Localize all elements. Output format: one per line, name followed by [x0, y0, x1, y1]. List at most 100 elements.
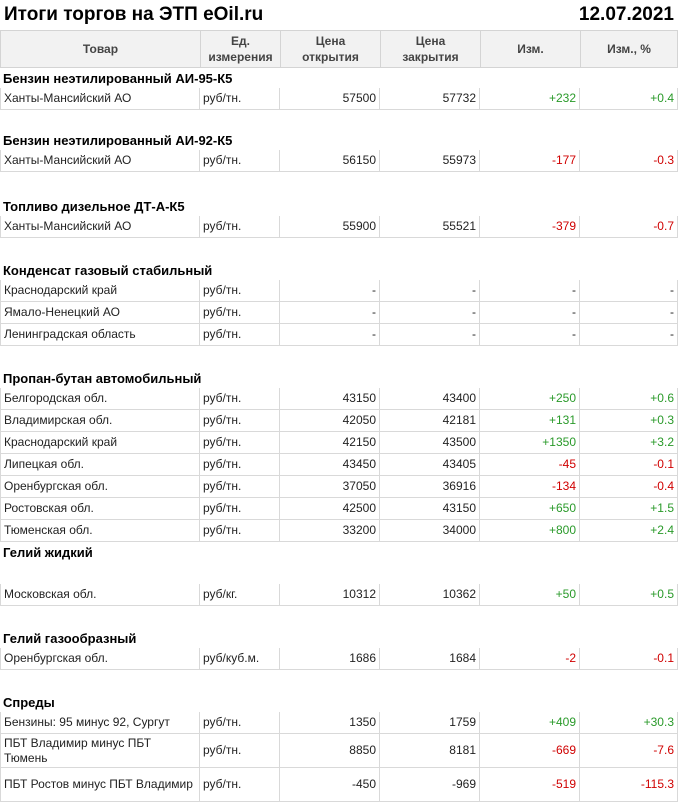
table-cell: 43500 [380, 432, 480, 454]
column-header: Ед. измерения [200, 30, 281, 68]
table-cell: 37050 [280, 476, 380, 498]
table-cell: - [380, 302, 480, 324]
column-header: Цена открытия [280, 30, 381, 68]
table-cell: руб/тн. [200, 498, 280, 520]
table-cell: руб/тн. [200, 150, 280, 172]
table-cell: 43150 [380, 498, 480, 520]
table-cell: 56150 [280, 150, 380, 172]
table-cell: руб/тн. [200, 216, 280, 238]
product-name: Оренбургская обл. [0, 476, 200, 498]
table-cell: руб/тн. [200, 712, 280, 734]
table-cell: -0.1 [580, 454, 678, 476]
table-cell: -0.1 [580, 648, 678, 670]
table-cell: 55973 [380, 150, 480, 172]
table-cell: +2.4 [580, 520, 678, 542]
table-cell: 1759 [380, 712, 480, 734]
column-header: Изм. [480, 30, 581, 68]
product-name: Владимирская обл. [0, 410, 200, 432]
table-cell: 33200 [280, 520, 380, 542]
table-cell: руб/тн. [200, 302, 280, 324]
table-cell: -669 [480, 734, 580, 768]
table-cell: +650 [480, 498, 580, 520]
product-name: Московская обл. [0, 584, 200, 606]
table-cell: 42150 [280, 432, 380, 454]
section-title: Бензин неэтилированный АИ-92-К5 [3, 132, 233, 148]
table-cell: +1350 [480, 432, 580, 454]
table-cell: 42181 [380, 410, 480, 432]
product-name: ПБТ Ростов минус ПБТ Владимир [0, 768, 200, 802]
table-cell: руб/тн. [200, 410, 280, 432]
table-cell: - [580, 280, 678, 302]
table-cell: +0.5 [580, 584, 678, 606]
date: 12.07.2021 [578, 4, 674, 25]
section-title: Гелий жидкий [3, 544, 93, 560]
table-cell: руб/куб.м. [200, 648, 280, 670]
table-cell: руб/тн. [200, 734, 280, 768]
table-cell: - [280, 324, 380, 346]
table-cell: руб/тн. [200, 280, 280, 302]
section-title: Бензин неэтилированный АИ-95-К5 [3, 70, 233, 86]
table-cell: руб/тн. [200, 520, 280, 542]
table-cell: +232 [480, 88, 580, 110]
table-cell: 34000 [380, 520, 480, 542]
table-cell: +0.6 [580, 388, 678, 410]
table-cell: 1684 [380, 648, 480, 670]
table-cell: -2 [480, 648, 580, 670]
product-name: ПБТ Владимир минус ПБТ Тюмень [0, 734, 200, 768]
table-cell: +409 [480, 712, 580, 734]
table-cell: руб/кг. [200, 584, 280, 606]
table-cell: - [580, 302, 678, 324]
table-cell: 42050 [280, 410, 380, 432]
table-cell: 36916 [380, 476, 480, 498]
table-cell: +1.5 [580, 498, 678, 520]
table-cell: +800 [480, 520, 580, 542]
table-cell: 42500 [280, 498, 380, 520]
product-name: Ростовская обл. [0, 498, 200, 520]
table-cell: -0.3 [580, 150, 678, 172]
table-cell: -0.4 [580, 476, 678, 498]
product-name: Ленинградская область [0, 324, 200, 346]
section-title: Спреды [3, 694, 55, 710]
table-cell: +131 [480, 410, 580, 432]
table-cell: руб/тн. [200, 768, 280, 802]
table-cell: 43450 [280, 454, 380, 476]
table-cell: 55900 [280, 216, 380, 238]
table-cell: +0.4 [580, 88, 678, 110]
table-cell: руб/тн. [200, 454, 280, 476]
table-cell: -450 [280, 768, 380, 802]
table-cell: -115.3 [580, 768, 678, 802]
table-cell: +3.2 [580, 432, 678, 454]
table-cell: -519 [480, 768, 580, 802]
section-title: Конденсат газовый стабильный [3, 262, 213, 278]
table-cell: - [380, 280, 480, 302]
table-cell: +50 [480, 584, 580, 606]
table-cell: 10362 [380, 584, 480, 606]
table-cell: -134 [480, 476, 580, 498]
product-name: Ханты-Мансийский АО [0, 88, 200, 110]
column-header: Цена закрытия [380, 30, 481, 68]
table-cell: -969 [380, 768, 480, 802]
table-cell: 55521 [380, 216, 480, 238]
product-name: Тюменская обл. [0, 520, 200, 542]
table-cell: руб/тн. [200, 432, 280, 454]
table-cell: 10312 [280, 584, 380, 606]
column-header: Изм., % [580, 30, 678, 68]
column-header: Товар [0, 30, 201, 68]
table-cell: +0.3 [580, 410, 678, 432]
table-cell: 57732 [380, 88, 480, 110]
product-name: Белгородская обл. [0, 388, 200, 410]
product-name: Краснодарский край [0, 432, 200, 454]
table-cell: +250 [480, 388, 580, 410]
table-cell: - [580, 324, 678, 346]
table-cell: руб/тн. [200, 388, 280, 410]
product-name: Краснодарский край [0, 280, 200, 302]
table-cell: руб/тн. [200, 324, 280, 346]
table-cell: -0.7 [580, 216, 678, 238]
table-cell: 8850 [280, 734, 380, 768]
product-name: Липецкая обл. [0, 454, 200, 476]
title: Итоги торгов на ЭТП eOil.ru [4, 4, 264, 25]
section-title: Топливо дизельное ДТ-А-К5 [3, 198, 185, 214]
table-cell: +30.3 [580, 712, 678, 734]
table-cell: - [480, 302, 580, 324]
